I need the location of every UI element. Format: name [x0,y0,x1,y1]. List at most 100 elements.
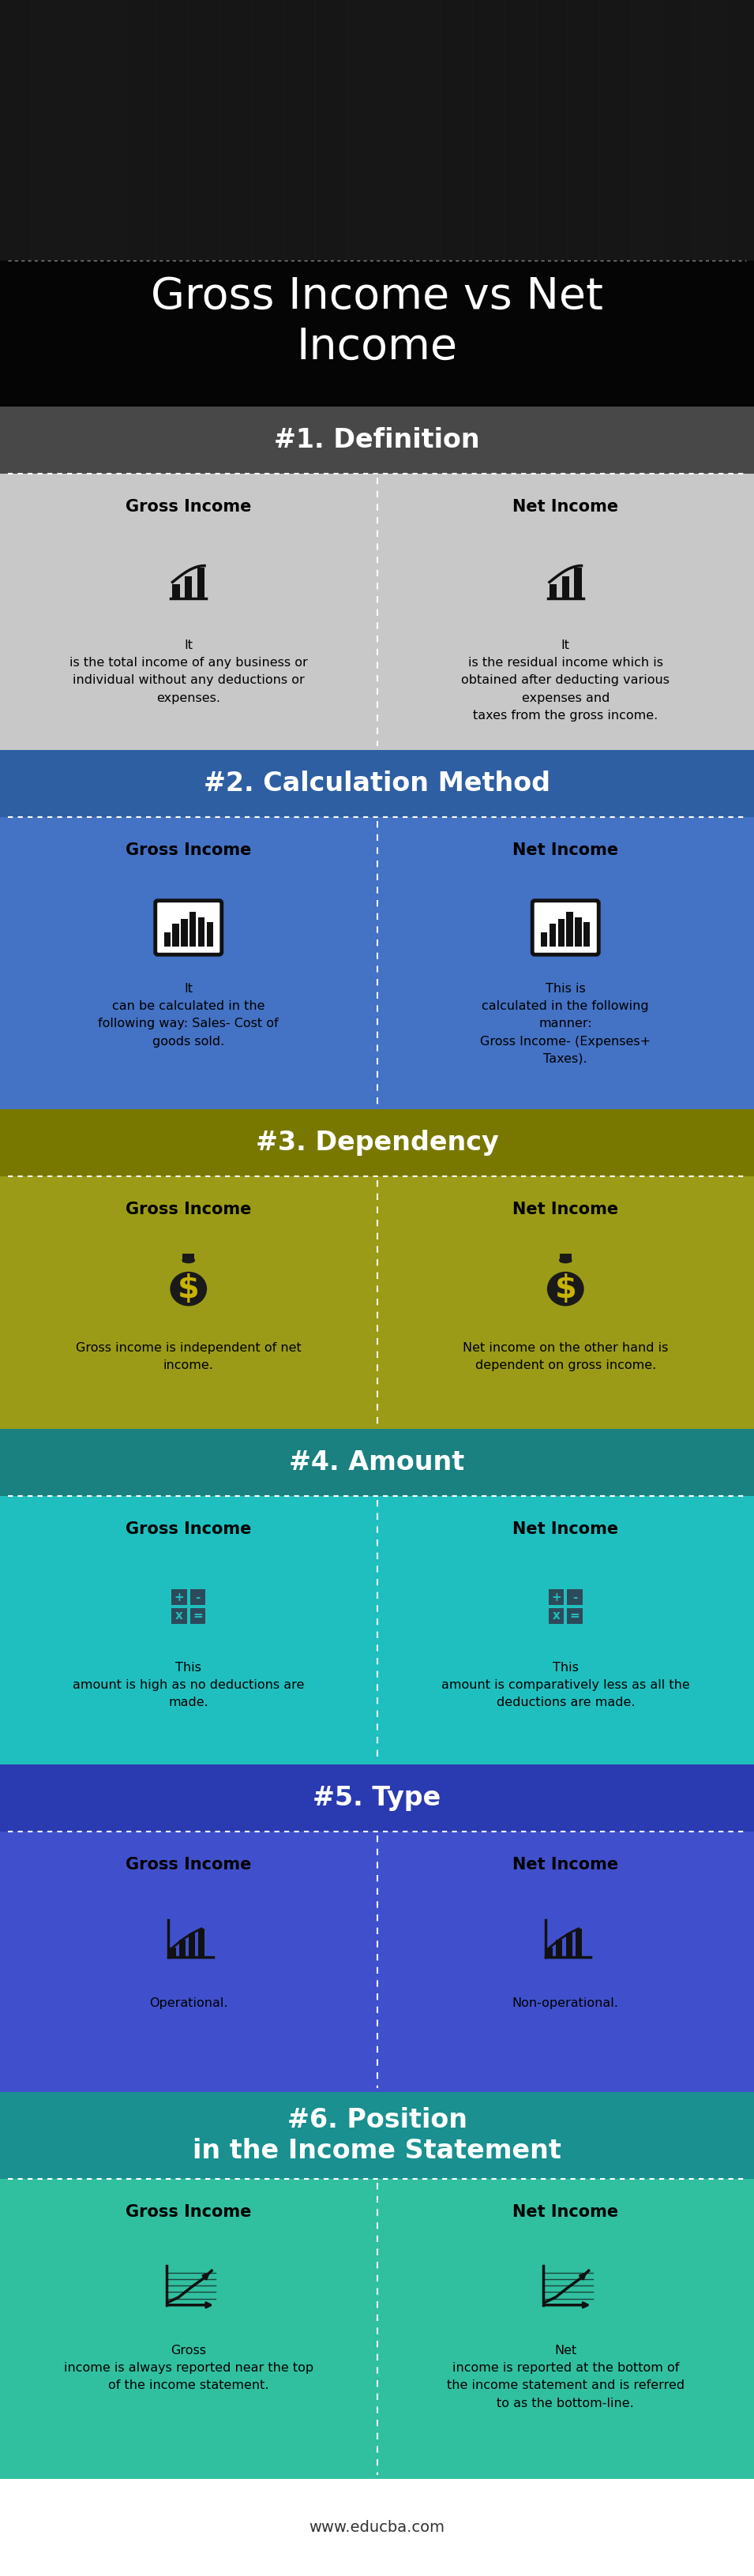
Bar [173,925,179,945]
Bar [575,917,581,945]
Bar [575,1929,582,1958]
Bar [556,1940,562,1958]
Bar [253,0,283,260]
Bar [171,1589,187,1605]
FancyBboxPatch shape [155,902,222,956]
Bar [32,0,62,260]
Text: #5. Type: #5. Type [313,1785,441,1811]
Bar [182,1255,195,1262]
Text: Net Income: Net Income [513,1522,618,1538]
Bar [559,1255,572,1262]
Text: www.educba.com: www.educba.com [309,2519,445,2535]
Ellipse shape [547,1273,584,1306]
Bar [411,0,440,260]
Bar [181,920,188,945]
Text: This
amount is comparatively less as all the
deductions are made.: This amount is comparatively less as all… [441,1662,690,1708]
Text: #1. Definition: #1. Definition [274,428,480,453]
Bar [558,920,565,945]
Text: =: = [193,1610,203,1623]
Bar [548,1607,564,1623]
Text: This is
calculated in the following
manner:
Gross Income- (Expenses+
Taxes).: This is calculated in the following mann… [480,984,651,1064]
Bar [584,922,590,945]
Bar [566,1935,572,1958]
Bar [0,2478,754,2576]
Text: Net Income: Net Income [513,2205,618,2221]
Text: This
amount is high as no deductions are
made.: This amount is high as no deductions are… [72,1662,305,1708]
Bar [164,933,170,945]
Text: Operational.: Operational. [149,1996,228,2009]
Bar [158,0,188,260]
Ellipse shape [170,1273,207,1306]
Bar [0,1177,754,1430]
Bar [171,1607,187,1623]
Bar [574,567,581,598]
Bar [541,933,547,945]
Bar [0,260,754,407]
Bar [0,1110,754,1177]
Bar [0,407,754,474]
Text: Gross income is independent of net
income.: Gross income is independent of net incom… [75,1342,302,1370]
Text: Gross Income: Gross Income [126,1857,251,1873]
Text: -: - [572,1592,578,1602]
Bar [197,567,204,598]
Text: It
is the total income of any business or
individual without any deductions or
e: It is the total income of any business o… [69,639,308,703]
Bar [566,912,573,945]
Bar [0,1497,754,1765]
Bar [726,0,754,260]
Text: $: $ [554,1273,577,1303]
Text: =: = [570,1610,580,1623]
Text: Gross Income: Gross Income [126,1200,251,1218]
Text: Net Income: Net Income [513,1857,618,1873]
Bar [442,0,472,260]
Text: #6. Position
in the Income Statement: #6. Position in the Income Statement [193,2107,561,2164]
Bar [0,1832,754,2092]
Bar [316,0,346,260]
Text: #2. Calculation Method: #2. Calculation Method [204,770,550,796]
Bar [185,577,192,598]
Bar [190,1589,206,1605]
Bar [189,912,196,945]
Bar [569,0,599,260]
Bar [567,1589,583,1605]
Text: #3. Dependency: #3. Dependency [256,1131,498,1157]
Text: Net Income: Net Income [513,500,618,515]
Bar [0,1430,754,1497]
Text: #4. Amount: #4. Amount [290,1450,464,1476]
Text: Gross
income is always reported near the top
of the income statement.: Gross income is always reported near the… [63,2344,314,2391]
Bar [179,1940,185,1958]
Text: +: + [551,1592,561,1602]
Bar [0,1765,754,1832]
Bar [173,585,180,598]
Text: It
is the residual income which is
obtained after deducting various
expenses and: It is the residual income which is obtai… [461,639,670,721]
Bar [505,0,535,260]
Text: It
can be calculated in the
following way: Sales- Cost of
goods sold.: It can be calculated in the following wa… [98,984,279,1048]
Text: Net Income: Net Income [513,842,618,858]
Bar [632,0,661,260]
Ellipse shape [559,1257,572,1262]
Bar [207,922,213,945]
Bar [127,0,156,260]
Text: Net Income: Net Income [513,1200,618,1218]
Text: $: $ [177,1273,200,1303]
Bar [0,2092,754,2179]
Bar [198,1929,205,1958]
Text: Net
income is reported at the bottom of
the income statement and is referred
to : Net income is reported at the bottom of … [446,2344,685,2409]
Text: -: - [195,1592,201,1602]
Bar [63,0,93,260]
Bar [198,917,204,945]
Bar [0,2179,754,2478]
Bar [548,1589,564,1605]
Bar [0,0,754,260]
Bar [550,925,556,945]
Bar [348,0,378,260]
Text: Gross Income: Gross Income [126,842,251,858]
Bar [284,0,314,260]
Bar [188,1935,195,1958]
Text: +: + [174,1592,184,1602]
Bar [664,0,693,260]
Text: Gross Income: Gross Income [126,500,251,515]
Ellipse shape [182,1257,195,1262]
Bar [537,0,567,260]
Bar [567,1607,583,1623]
Bar [189,0,219,260]
